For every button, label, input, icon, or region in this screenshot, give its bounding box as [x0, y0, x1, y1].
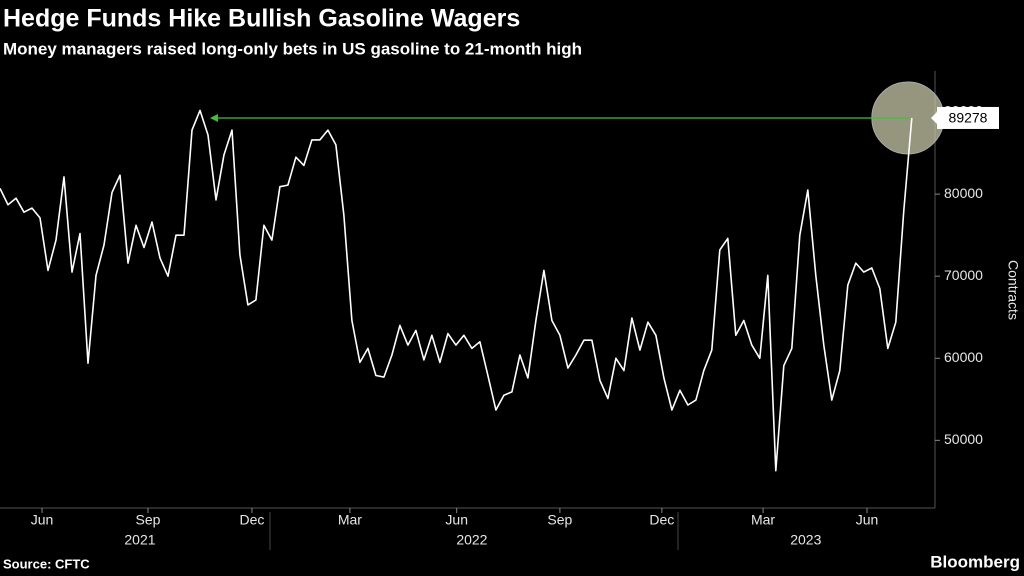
value-label-box — [937, 106, 999, 129]
brand-logo: Bloomberg — [930, 552, 1020, 571]
x-tick-label: Mar — [338, 512, 362, 528]
chart-subtitle: Money managers raised long-only bets in … — [3, 39, 582, 58]
arrow-head — [209, 113, 218, 122]
value-label-pointer — [931, 111, 937, 124]
y-tick-label: 60000 — [944, 349, 983, 365]
series-line — [0, 109, 913, 472]
x-tick-label: Sep — [136, 512, 161, 528]
x-tick-label: Dec — [239, 512, 264, 528]
y-tick-label: 50000 — [944, 431, 983, 447]
y-axis-label: Contracts — [1005, 260, 1021, 320]
x-tick-label: Mar — [751, 512, 775, 528]
x-tick-label: Jun — [856, 512, 879, 528]
year-label: 2023 — [790, 532, 821, 548]
y-tick-label: 70000 — [944, 267, 983, 283]
x-tick-label: Jun — [31, 512, 54, 528]
source-note: Source: CFTC — [3, 556, 90, 571]
y-tick-label: 80000 — [944, 185, 983, 201]
year-label: 2021 — [124, 532, 155, 548]
year-label: 2022 — [456, 532, 487, 548]
x-tick-label: Dec — [649, 512, 674, 528]
value-label: 89278 — [949, 110, 988, 126]
x-tick-label: Sep — [547, 512, 572, 528]
x-tick-label: Jun — [445, 512, 468, 528]
chart-title: Hedge Funds Hike Bullish Gasoline Wagers — [3, 5, 520, 33]
